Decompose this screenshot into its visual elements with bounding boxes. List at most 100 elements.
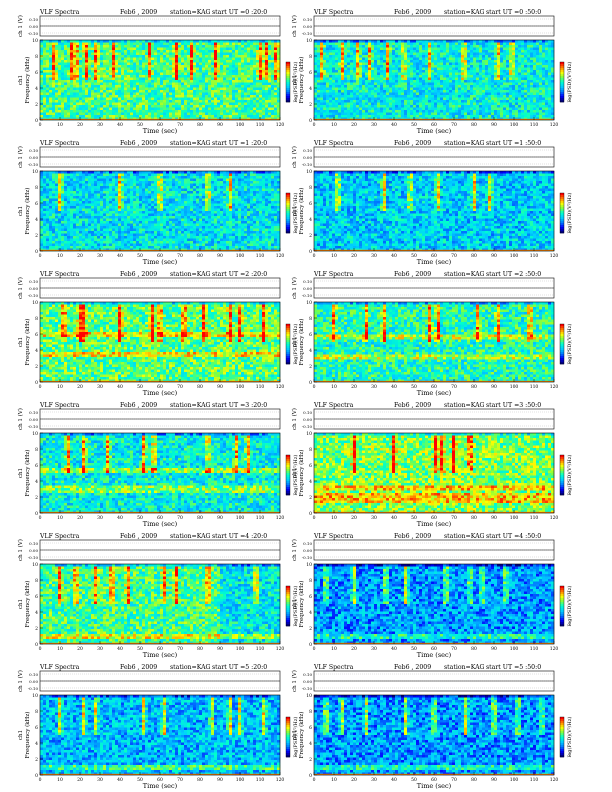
spectrogram-cell [160,105,163,108]
spectrogram-cell [121,75,124,78]
spectrogram-cell [58,115,61,118]
spectrogram-cell [94,63,97,66]
spectrogram-cell [151,68,154,71]
spectrogram-cell [106,63,109,66]
spectrogram-cell [100,110,103,113]
spectrogram-cell [46,90,49,93]
spectrogram-cell [142,115,145,118]
spectrogram-cell [58,55,61,58]
spectrogram-cell [91,115,94,118]
spectrogram-cell [118,113,121,116]
spectrogram-cell [88,70,91,73]
spectrogram-cell [169,115,172,118]
spectrogram-cell [64,105,67,108]
spectrogram-cell [118,55,121,58]
spectrogram-cell [70,70,73,73]
spectrogram-cell [70,78,73,81]
spectrogram-cell [142,110,145,113]
spectrogram-cell [52,53,55,56]
spectrogram-cell [46,45,49,48]
spectrogram-cell [43,63,46,66]
spectrogram-cell [160,85,163,88]
spectrogram-cell [136,78,139,81]
spectrogram-cell [58,83,61,86]
spectrogram-cell [127,78,130,81]
spectrogram-cell [109,103,112,106]
spectrogram-cell [175,73,178,76]
spectrogram-cell [55,65,58,68]
spectrogram-cell [61,88,64,91]
spectrogram-cell [121,80,124,83]
spectrogram-cell [61,60,64,63]
spectrogram-cell [160,113,163,116]
spectrogram-cell [175,90,178,93]
spectrogram-cell [169,55,172,58]
spectrogram-cell [79,80,82,83]
spectrogram-cell [106,83,109,86]
spectrogram-cell [166,80,169,83]
spectrogram-cell [151,90,154,93]
spectrogram-cell [91,83,94,86]
spectrogram-cell [79,45,82,48]
spectrogram-cell [61,95,64,98]
spectrogram-cell [145,80,148,83]
spectrogram-cell [130,90,133,93]
waveform-tick-label: 0.00 [29,24,38,29]
spectrogram-cell [109,95,112,98]
spectrogram-cell [145,98,148,101]
spectrogram-cell [169,43,172,46]
spectrogram-cell [112,53,115,56]
spectrogram-cell [145,73,148,76]
spectrogram-cell [55,83,58,86]
spectrogram-cell [64,70,67,73]
spectrogram-cell [151,65,154,68]
spectrogram-cell [145,113,148,116]
spectrogram-cell [100,60,103,63]
spectrogram-cell [109,75,112,78]
spectrogram-cell [100,48,103,51]
spectrogram-cell [82,70,85,73]
spectrogram-cell [76,50,79,53]
spectrogram-cell [118,115,121,118]
spectrogram-cell [142,90,145,93]
spectrogram-cell [121,53,124,56]
spectrogram-cell [163,68,166,71]
spectrogram-cell [160,100,163,103]
spectrogram-cell [112,113,115,116]
spectrogram-cell [55,48,58,51]
spectrogram-cell [145,45,148,48]
spectrogram-cell [88,95,91,98]
spectrogram-cell [91,80,94,83]
spectrogram-cell [97,65,100,68]
spectrogram-cell [67,60,70,63]
spectrogram-cell [163,70,166,73]
spectrogram-cell [85,88,88,91]
spectrogram-cell [43,60,46,63]
spectrogram-cell [160,45,163,48]
spectrogram-cell [112,98,115,101]
spectrogram-cell [85,50,88,53]
spectrogram-cell [130,68,133,71]
spectrogram-cell [109,110,112,113]
spectrogram-cell [100,88,103,91]
spectrogram-cell [103,63,106,66]
spectrogram-cell [88,113,91,116]
spectrogram-cell [40,55,43,58]
spectrogram-panel: VLF Spectra Feb6 , 2009 station=KAG start U… [17,9,299,135]
spectrogram-cell [118,40,121,43]
spectrogram-cell [91,105,94,108]
spectrogram-cell [133,95,136,98]
spectrogram-cell [46,83,49,86]
spectrogram-cell [64,95,67,98]
spectrogram-cell [121,83,124,86]
spectrogram-cell [88,50,91,53]
spectrogram-cell [103,93,106,96]
spectrogram-cell [61,70,64,73]
spectrogram-cell [91,63,94,66]
spectrogram-cell [169,45,172,48]
spectrogram-cell [145,103,148,106]
spectrogram-cell [148,80,151,83]
spectrogram-cell [139,95,142,98]
spectrogram-cell [175,115,178,118]
spectrogram-cell [136,43,139,46]
